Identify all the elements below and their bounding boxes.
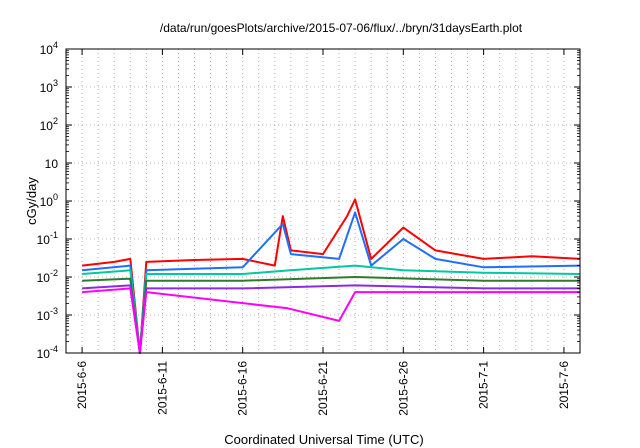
y-tick-label: 104 <box>40 40 58 57</box>
y-tick-label: 10-4 <box>37 344 58 361</box>
grid-lines <box>66 49 580 353</box>
x-tick-label: 2015-6-6 <box>75 361 89 409</box>
series-lines <box>81 198 581 354</box>
y-tick-label: 103 <box>40 78 58 95</box>
x-tick-label: 2015-7-6 <box>557 361 571 409</box>
y-axis-label: cGy/day <box>24 177 39 225</box>
chart-title: /data/run/goesPlots/archive/2015-07-06/f… <box>160 21 523 35</box>
x-tick-label: 2015-6-11 <box>155 361 169 415</box>
x-tick-label: 2015-6-26 <box>396 361 410 416</box>
y-tick-label: 10 <box>45 157 59 171</box>
y-tick-label: 100 <box>40 192 58 209</box>
y-tick-label: 10-2 <box>37 268 58 285</box>
tick-labels: 10-4 10-3 10-2 10-1 100 10 102 103 104 2015-6-6 20… <box>37 40 571 416</box>
y-tick-label: 102 <box>40 116 58 133</box>
x-tick-label: 2015-7-1 <box>477 361 491 409</box>
series-line <box>82 211 581 354</box>
series-line <box>81 198 581 354</box>
x-tick-label: 2015-6-21 <box>316 361 330 416</box>
y-tick-label: 10-3 <box>37 306 58 323</box>
y-tick-label: 10-1 <box>37 230 58 247</box>
series-line <box>82 287 580 354</box>
x-tick-label: 2015-6-16 <box>236 361 250 416</box>
x-axis-label: Coordinated Universal Time (UTC) <box>224 432 423 447</box>
plot-frame <box>65 48 581 354</box>
